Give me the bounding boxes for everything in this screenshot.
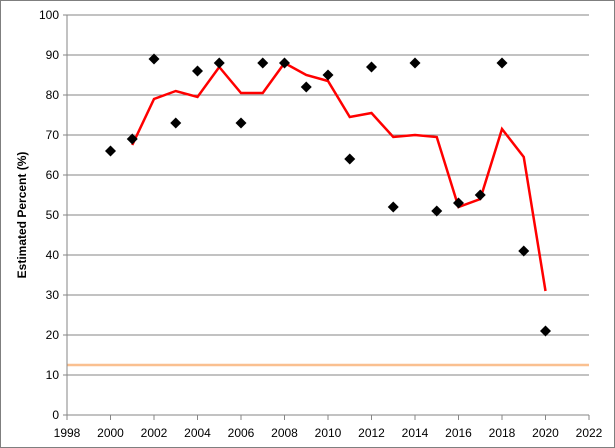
x-tick-label-2006: 2006 <box>228 426 255 440</box>
x-tick-label-2002: 2002 <box>141 426 168 440</box>
data-point-2020 <box>540 325 551 337</box>
y-tick-label-10: 10 <box>46 368 60 382</box>
y-tick-label-30: 30 <box>46 288 60 302</box>
data-point-2005 <box>213 57 225 69</box>
x-tick-label-2016: 2016 <box>445 426 472 440</box>
x-tick-label-2010: 2010 <box>315 426 342 440</box>
data-point-2016 <box>453 197 464 209</box>
x-tick-label-2014: 2014 <box>402 426 429 440</box>
x-tick-label-2022: 2022 <box>576 426 603 440</box>
x-tick-label-2018: 2018 <box>489 426 516 440</box>
y-tick-label-40: 40 <box>46 248 60 262</box>
y-tick-label-60: 60 <box>46 168 60 182</box>
tick-labels: 0 10 20 30 40 50 60 70 80 90 100 1998 2000 2002 2004 20… <box>39 8 603 440</box>
data-point-2018 <box>496 57 508 69</box>
data-point-2010 <box>322 69 334 81</box>
data-point-2015 <box>431 205 443 217</box>
data-point-2001 <box>126 133 138 145</box>
data-point-2011 <box>344 153 356 165</box>
y-axis-title: Estimated Percent (%) <box>15 152 29 279</box>
data-point-2017 <box>474 189 486 201</box>
data-point-2007 <box>257 57 269 69</box>
x-tick-label-2012: 2012 <box>358 426 385 440</box>
x-tick-label-1998: 1998 <box>54 426 81 440</box>
x-tick-label-2008: 2008 <box>271 426 298 440</box>
data-point-2012 <box>366 61 377 73</box>
y-tick-label-70: 70 <box>46 128 60 142</box>
data-point-2013 <box>387 201 399 213</box>
data-point-2003 <box>170 117 182 129</box>
grid-lines <box>67 14 589 376</box>
data-points-layer <box>105 53 551 337</box>
data-point-2000 <box>105 145 116 157</box>
trend-line <box>131 61 547 292</box>
data-point-2014 <box>409 57 421 69</box>
trend-line-layer <box>131 61 547 292</box>
y-tick-label-90: 90 <box>46 48 60 62</box>
data-point-2019 <box>518 245 530 257</box>
y-tick-label-0: 0 <box>52 408 59 422</box>
y-tick-label-100: 100 <box>39 8 59 22</box>
data-point-2006 <box>235 117 247 129</box>
data-point-2008 <box>279 57 290 69</box>
y-tick-label-50: 50 <box>46 208 60 222</box>
y-tick-label-20: 20 <box>46 328 60 342</box>
y-tick-label-80: 80 <box>46 88 60 102</box>
x-tick-label-2000: 2000 <box>97 426 124 440</box>
x-tick-label-2020: 2020 <box>532 426 559 440</box>
data-point-2002 <box>148 53 160 65</box>
data-point-2009 <box>300 81 312 93</box>
x-tick-label-2004: 2004 <box>184 426 211 440</box>
axes <box>63 14 590 420</box>
data-point-2004 <box>192 65 203 77</box>
